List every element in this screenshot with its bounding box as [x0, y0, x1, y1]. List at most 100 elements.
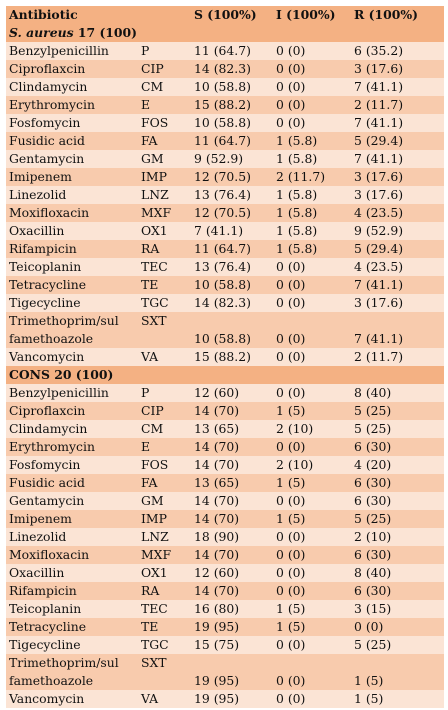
- susceptible-value: 7 (41.1): [194, 223, 244, 238]
- antibiotic-name: Oxacillin: [9, 223, 65, 238]
- table-header-row: Antibiotic S (100%) I (100%) R (100%): [6, 6, 444, 24]
- intermediate-value: 0 (0): [276, 61, 306, 76]
- resistant-value: 5 (25): [354, 421, 392, 436]
- intermediate-value: 0 (0): [276, 673, 306, 688]
- antibiotic-abbreviation: OX1: [141, 565, 168, 580]
- resistant-value: 4 (23.5): [354, 205, 404, 220]
- antibiotic-abbreviation: CIP: [141, 61, 164, 76]
- antibiotic-name: Fosfomycin: [9, 115, 81, 130]
- header-abbreviation: [141, 6, 194, 24]
- intermediate-value: 1 (5.8): [276, 151, 318, 166]
- susceptible-value: 14 (70): [194, 493, 240, 508]
- antibiotic-name: Oxacillin: [9, 565, 65, 580]
- antibiotic-abbreviation: P: [141, 43, 150, 58]
- table-row: Fosfomycin FOS 10 (58.8) 0 (0) 7 (41.1): [6, 114, 444, 132]
- antibiotic-name: Fosfomycin: [9, 457, 81, 472]
- header-intermediate: I (100%): [276, 7, 336, 22]
- antibiotic-abbreviation: TE: [141, 277, 159, 292]
- section-header: CONS 20 (100): [6, 366, 444, 384]
- susceptible-value: 19 (95): [194, 673, 240, 688]
- section-title-organism: S. aureus: [9, 25, 74, 40]
- susceptible-value: 14 (82.3): [194, 61, 251, 76]
- susceptible-value: 14 (70): [194, 583, 240, 598]
- antibiotic-abbreviation: SXT: [141, 313, 167, 328]
- intermediate-value: 1 (5.8): [276, 133, 318, 148]
- susceptible-value: 10 (58.8): [194, 79, 251, 94]
- susceptible-value: 19 (95): [194, 619, 240, 634]
- antibiotic-abbreviation: CIP: [141, 403, 164, 418]
- intermediate-value: 0 (0): [276, 79, 306, 94]
- intermediate-value: 1 (5.8): [276, 187, 318, 202]
- antibiotic-abbreviation: TEC: [141, 601, 168, 616]
- antibiotic-abbreviation: CM: [141, 421, 164, 436]
- resistant-value: 6 (30): [354, 493, 392, 508]
- antibiotic-abbreviation: FOS: [141, 115, 169, 130]
- antibiotic-abbreviation: TE: [141, 619, 159, 634]
- susceptible-value: 18 (90): [194, 529, 240, 544]
- resistant-value: 3 (15): [354, 601, 392, 616]
- antibiotic-abbreviation: FA: [141, 133, 158, 148]
- antibiotic-name: Trimethoprim/sul famethoazole: [9, 313, 119, 346]
- table-row: Imipenem IMP 14 (70) 1 (5) 5 (25): [6, 510, 444, 528]
- resistant-value: 2 (10): [354, 529, 392, 544]
- table-row: Teicoplanin TEC 13 (76.4) 0 (0) 4 (23.5): [6, 258, 444, 276]
- susceptible-value: 19 (95): [194, 691, 240, 706]
- antibiotic-name: Linezolid: [9, 187, 67, 202]
- antibiotic-name: Vancomycin: [9, 349, 85, 364]
- antibiotic-name: Teicoplanin: [9, 259, 82, 274]
- antibiotic-name: Benzylpenicillin: [9, 43, 109, 58]
- intermediate-value: 0 (0): [276, 637, 306, 652]
- antibiotic-abbreviation: FOS: [141, 457, 169, 472]
- antibiotic-name: Moxifloxacin: [9, 547, 90, 562]
- intermediate-value: 0 (0): [276, 277, 306, 292]
- table-row: Benzylpenicillin P 12 (60) 0 (0) 8 (40): [6, 384, 444, 402]
- antibiotic-abbreviation: RA: [141, 241, 160, 256]
- susceptible-value: 15 (75): [194, 637, 240, 652]
- table-row: Tetracycline TE 19 (95) 1 (5) 0 (0): [6, 618, 444, 636]
- antibiotic-name: Tetracycline: [9, 619, 87, 634]
- table-row: Moxifloxacin MXF 12 (70.5) 1 (5.8) 4 (23.5): [6, 204, 444, 222]
- antibiotic-abbreviation: TGC: [141, 295, 169, 310]
- resistant-value: 2 (11.7): [354, 349, 404, 364]
- antibiotic-name: Erythromycin: [9, 439, 95, 454]
- intermediate-value: 0 (0): [276, 97, 306, 112]
- antibiotic-name: Fusidic acid: [9, 133, 85, 148]
- table-row: Teicoplanin TEC 16 (80) 1 (5) 3 (15): [6, 600, 444, 618]
- susceptible-value: 14 (70): [194, 403, 240, 418]
- susceptible-value: 11 (64.7): [194, 133, 251, 148]
- susceptible-value: 14 (70): [194, 457, 240, 472]
- antibiotic-abbreviation: GM: [141, 151, 164, 166]
- susceptible-value: 14 (70): [194, 511, 240, 526]
- antibiotic-name: Teicoplanin: [9, 601, 82, 616]
- resistant-value: 5 (25): [354, 403, 392, 418]
- table-row: Clindamycin CM 13 (65) 2 (10) 5 (25): [6, 420, 444, 438]
- resistant-value: 7 (41.1): [354, 331, 404, 346]
- resistant-value: 3 (17.6): [354, 295, 404, 310]
- susceptible-value: 9 (52.9): [194, 151, 244, 166]
- resistant-value: 1 (5): [354, 691, 384, 706]
- susceptible-value: 13 (76.4): [194, 187, 251, 202]
- intermediate-value: 1 (5): [276, 619, 306, 634]
- antibiotic-abbreviation: MXF: [141, 205, 172, 220]
- intermediate-value: 0 (0): [276, 547, 306, 562]
- antibiotic-abbreviation: OX1: [141, 223, 168, 238]
- antibiotic-abbreviation: CM: [141, 79, 164, 94]
- intermediate-value: 0 (0): [276, 691, 306, 706]
- intermediate-value: 2 (11.7): [276, 169, 326, 184]
- antibiotic-name: Clindamycin: [9, 421, 88, 436]
- antibiotic-name: Gentamycin: [9, 151, 85, 166]
- resistant-value: 1 (5): [354, 673, 384, 688]
- resistant-value: 9 (52.9): [354, 223, 404, 238]
- antibiotic-abbreviation: IMP: [141, 169, 167, 184]
- susceptible-value: 12 (60): [194, 565, 240, 580]
- intermediate-value: 0 (0): [276, 259, 306, 274]
- header-susceptible: S (100%): [194, 7, 257, 22]
- table-row: Imipenem IMP 12 (70.5) 2 (11.7) 3 (17.6): [6, 168, 444, 186]
- resistant-value: 8 (40): [354, 565, 392, 580]
- resistant-value: 5 (25): [354, 637, 392, 652]
- resistant-value: 4 (23.5): [354, 259, 404, 274]
- resistant-value: 7 (41.1): [354, 277, 404, 292]
- intermediate-value: 2 (10): [276, 421, 314, 436]
- table-row: Fusidic acid FA 13 (65) 1 (5) 6 (30): [6, 474, 444, 492]
- resistant-value: 3 (17.6): [354, 187, 404, 202]
